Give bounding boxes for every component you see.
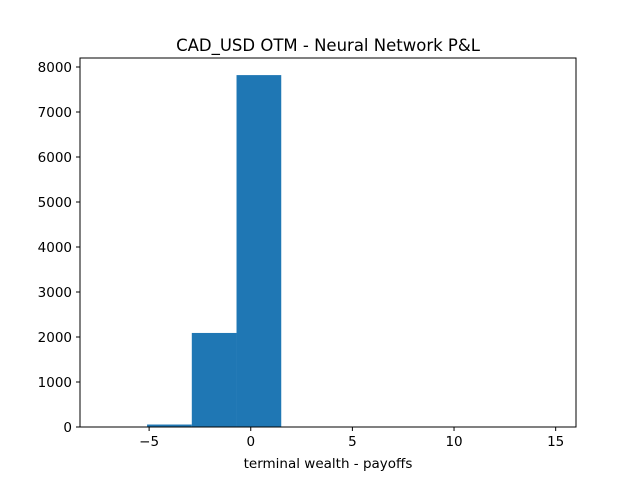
- x-axis-ticks: −5 0 5 10 15: [139, 427, 564, 450]
- histogram-bar: [147, 424, 192, 427]
- y-tick-label: 2000: [38, 330, 72, 346]
- y-tick-label: 7000: [38, 105, 72, 121]
- bars-group: [102, 75, 550, 427]
- x-tick-label: 0: [246, 434, 255, 450]
- y-tick-label: 6000: [38, 150, 72, 166]
- axes-frame: [79, 57, 577, 428]
- x-tick-label: 10: [445, 434, 462, 450]
- chart-title: CAD_USD OTM - Neural Network P&L: [176, 36, 481, 56]
- y-tick-label: 5000: [38, 195, 72, 211]
- histogram-bar: [191, 332, 237, 427]
- y-tick-label: 3000: [38, 285, 72, 301]
- y-axis-ticks: 0 1000 2000 3000 4000 5000 6000 7000 8000: [38, 60, 80, 436]
- y-tick-label: 0: [63, 420, 72, 436]
- y-tick-label: 8000: [38, 60, 72, 76]
- x-tick-label: 15: [547, 434, 564, 450]
- x-axis-label: terminal wealth - payoffs: [244, 456, 413, 472]
- y-tick-label: 4000: [38, 240, 72, 256]
- x-tick-label: −5: [139, 434, 159, 450]
- y-tick-label: 1000: [38, 375, 72, 391]
- x-tick-label: 5: [348, 434, 357, 450]
- histogram-bar: [236, 75, 282, 427]
